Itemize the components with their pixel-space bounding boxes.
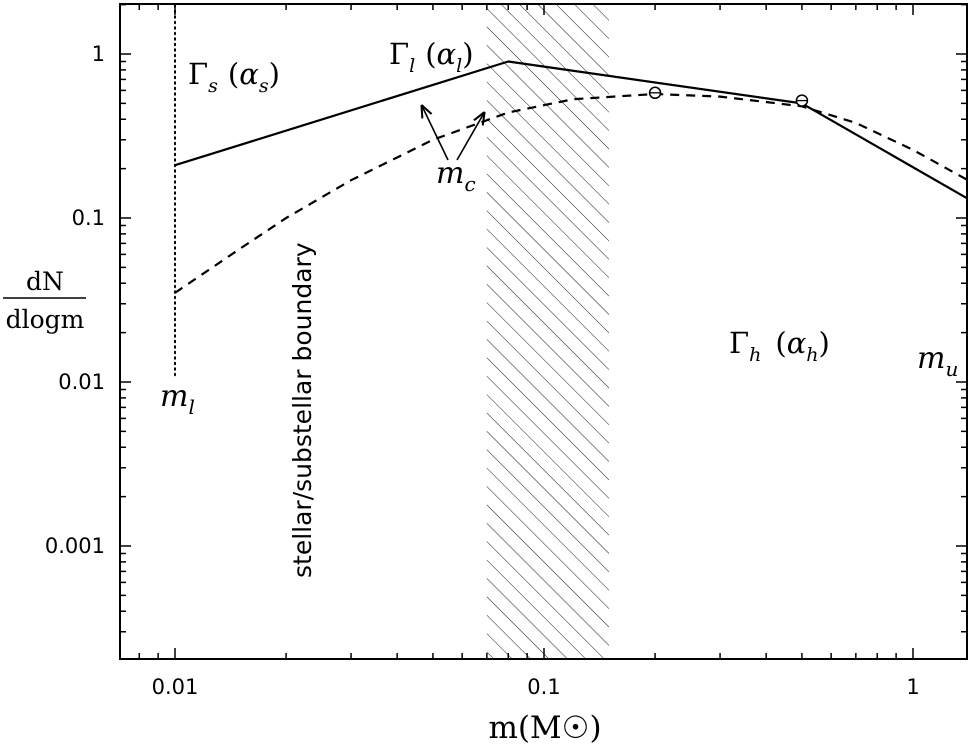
solid-imf-line [174, 60, 967, 200]
m-c-annotation: mc [436, 156, 476, 196]
stellar-substellar-hatched-band [486, 4, 609, 659]
y-tick-label: 1 [92, 42, 105, 66]
m-c-arrow-right [456, 113, 484, 161]
characteristic-mass-marker-1 [648, 86, 662, 100]
dashed-imf-line [174, 92, 967, 294]
m-c-arrow-left [422, 106, 449, 161]
x-tick-label: 0.1 [527, 675, 560, 699]
y-tick-label: 0.01 [58, 370, 105, 394]
y-axis-label-numerator: dN [26, 267, 64, 296]
m-l-annotation: ml [160, 379, 195, 419]
plot-area: 0.010.111010010.10.010.001 [45, 3, 968, 699]
x-axis-label: m(M☉) [488, 710, 601, 746]
m-u-annotation: mu [917, 341, 958, 381]
y-tick-label: 0.001 [45, 534, 105, 558]
y-tick-label: 0.1 [72, 206, 105, 230]
stellar-substellar-boundary-label: stellar/substellar boundary [288, 242, 317, 578]
gamma-l-annotation: Γl (αl) [389, 37, 474, 77]
x-tick-label: 0.01 [152, 675, 199, 699]
characteristic-mass-marker-2 [795, 94, 809, 107]
x-tick-label: 1 [906, 675, 919, 699]
y-axis-label-denominator: dlogm [6, 305, 85, 334]
gamma-h-annotation: Γh (αh) [729, 326, 830, 366]
gamma-s-annotation: Γs (αs) [188, 57, 280, 97]
